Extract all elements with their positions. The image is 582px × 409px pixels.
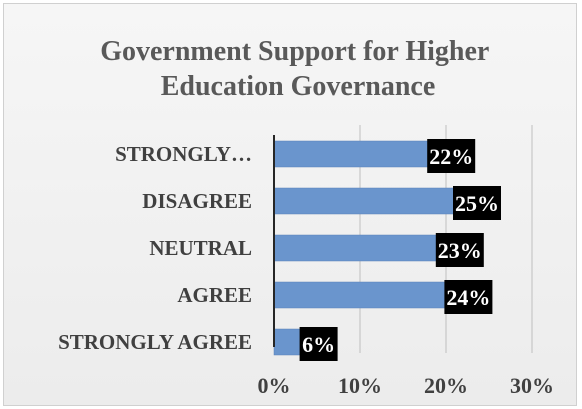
data-label-box: [427, 139, 476, 173]
category-label: STRONGLY…: [115, 142, 252, 166]
chart-title-line-1: Government Support for Higher: [100, 36, 489, 67]
data-labels: 22% 25% 23% 24% 6%: [299, 139, 501, 361]
data-label-box: [299, 327, 338, 361]
x-tick-label: 30%: [510, 373, 554, 398]
category-label: STRONGLY AGREE: [58, 330, 252, 354]
axes: 0% 10% 20% 30% STRONGLY… DISAGREE NEUTRAL AGREE…: [58, 135, 554, 398]
data-label: 23%: [438, 238, 482, 263]
data-label-box: [435, 233, 484, 267]
data-label-box: [444, 280, 493, 314]
x-tick-label: 20%: [424, 373, 468, 398]
data-label: 22%: [429, 144, 473, 169]
x-tick-label: 0%: [258, 373, 291, 398]
chart-title: Government Support for Higher Education …: [100, 36, 496, 102]
data-label: 25%: [455, 191, 499, 216]
data-label: 24%: [446, 285, 490, 310]
category-label: DISAGREE: [142, 189, 252, 213]
data-label: 6%: [302, 332, 335, 357]
chart-title-line-2: Education Governance: [161, 71, 436, 102]
x-tick-label: 10%: [338, 373, 382, 398]
category-label: AGREE: [177, 283, 252, 307]
category-label: NEUTRAL: [149, 236, 252, 260]
data-label-box: [453, 186, 501, 220]
